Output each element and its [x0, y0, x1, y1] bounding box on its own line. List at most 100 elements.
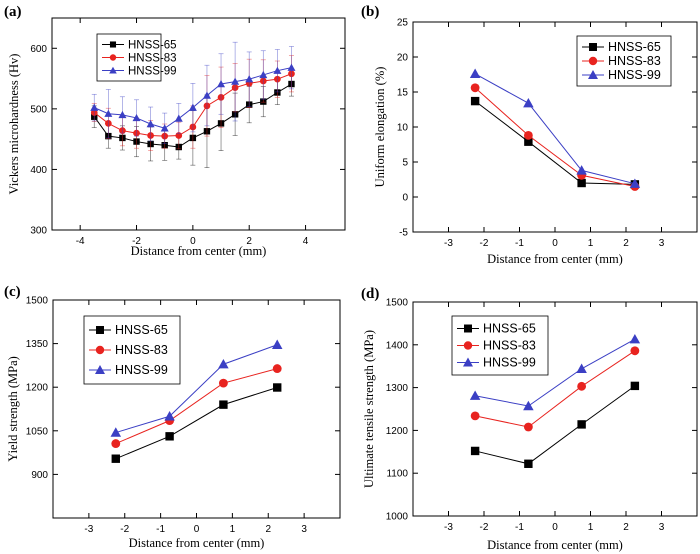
data-point: [470, 83, 480, 93]
data-point: [218, 358, 229, 369]
x-axis-label: Distance from center (mm): [131, 244, 267, 258]
legend-marker: [464, 324, 472, 333]
legend-entry: HNSS-83: [115, 343, 168, 357]
legend-marker: [588, 56, 598, 66]
y-tick-label: 1200: [26, 383, 49, 394]
series-line: [475, 350, 636, 428]
data-point: [132, 113, 141, 122]
x-tick-label: 0: [552, 522, 558, 533]
x-tick-label: 3: [301, 524, 307, 535]
data-point: [164, 411, 175, 421]
data-point: [523, 130, 533, 140]
data-point: [202, 91, 211, 99]
y-tick-label: 1500: [26, 296, 49, 307]
panel-label: (a): [4, 4, 22, 20]
series-hnss-99: [110, 339, 283, 437]
data-point: [110, 427, 122, 437]
y-tick-label: 15: [397, 88, 409, 99]
legend-entry: HNSS-65: [608, 40, 661, 54]
data-point: [577, 178, 586, 188]
series-hnss-99: [469, 333, 641, 411]
data-point: [111, 454, 120, 463]
data-point: [287, 63, 296, 71]
legend-marker: [588, 70, 598, 79]
data-point: [90, 103, 99, 111]
data-point: [576, 165, 587, 175]
y-axis-label: Yield strength (MPa): [6, 356, 20, 462]
y-tick-label: 0: [402, 193, 408, 204]
y-tick-label: 5: [402, 158, 408, 169]
data-point: [111, 439, 121, 448]
series-hnss-65: [111, 383, 282, 463]
x-axis-label: Distance from center (mm): [487, 252, 623, 266]
x-tick-label: -2: [132, 236, 141, 247]
y-tick-label: 900: [31, 470, 48, 481]
plot-frame: [51, 17, 346, 231]
data-point: [218, 378, 228, 388]
series-line: [115, 344, 278, 434]
chart-panel-c: (c) -3 -2 -1 0 1 2 3 900 1050 1200 1350 1500 Distance…: [4, 284, 341, 550]
data-point: [470, 411, 480, 421]
legend-marker: [109, 54, 117, 61]
legend-marker: [109, 66, 117, 74]
data-point: [469, 68, 481, 78]
data-point: [188, 103, 197, 111]
x-tick-label: -2: [480, 522, 489, 533]
data-point: [469, 390, 481, 400]
data-point: [523, 97, 534, 108]
y-tick-label: 1400: [386, 340, 409, 351]
panel-label: (c): [4, 284, 21, 300]
legend-marker: [95, 345, 105, 355]
data-point: [165, 432, 174, 441]
y-axis-label: Ultimate tensile strength (MPa): [362, 330, 376, 488]
data-point: [160, 124, 169, 132]
x-tick-label: 0: [194, 524, 200, 535]
legend-entry: HNSS-99: [115, 363, 168, 377]
data-point: [118, 110, 127, 119]
y-tick-label: 20: [397, 53, 409, 64]
panel-label: (b): [361, 4, 379, 20]
series-hnss-65: [470, 381, 640, 468]
y-tick-label: 1200: [386, 426, 409, 437]
x-tick-label: -1: [515, 522, 524, 533]
plot-area: [110, 339, 283, 463]
x-tick-label: 1: [588, 522, 594, 533]
x-tick-label: 4: [303, 236, 309, 247]
series-hnss-65: [470, 96, 640, 189]
data-point: [273, 66, 282, 74]
x-tick-label: -1: [156, 524, 165, 535]
series-line: [474, 87, 635, 187]
data-point: [523, 422, 533, 432]
legend-entry: HNSS-99: [608, 68, 661, 82]
data-point: [523, 400, 534, 411]
series-line: [474, 100, 635, 185]
data-point: [231, 77, 240, 85]
y-tick-label: 1100: [386, 469, 408, 480]
y-axis-label: Uniform elongation (%): [373, 67, 387, 188]
data-point: [577, 381, 587, 391]
y-tick-label: 1500: [386, 298, 409, 309]
data-point: [576, 363, 587, 373]
data-point: [245, 75, 254, 83]
panel-label: (d): [361, 286, 379, 302]
legend-marker: [463, 341, 473, 350]
series-line: [115, 387, 278, 460]
series-hnss-99: [469, 68, 641, 188]
legend-marker: [463, 357, 473, 367]
x-tick-label: -1: [515, 238, 524, 249]
data-point: [174, 114, 183, 122]
chart-panel-a: (a) -4 -2 0 2 4 300 400 500 600 Distance from cent…: [4, 4, 346, 258]
x-axis-label: Distance from center (mm): [129, 536, 265, 550]
legend-entry: HNSS-83: [483, 339, 536, 353]
data-point: [629, 178, 641, 188]
legend-entry: HNSS-65: [483, 322, 536, 336]
x-tick-label: 2: [623, 238, 629, 249]
y-tick-label: 300: [30, 226, 47, 237]
chart-panel-d: (d) -3 -2 -1 0 1 2 3 1000 1100 1200 1300 1400 1500 Dis…: [361, 286, 698, 552]
legend-marker: [109, 41, 117, 48]
legend-marker: [95, 365, 105, 374]
